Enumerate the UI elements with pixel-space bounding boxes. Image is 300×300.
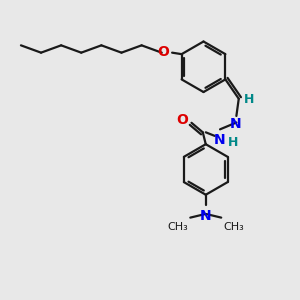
Text: N: N — [200, 209, 212, 223]
Text: O: O — [157, 45, 169, 59]
Text: O: O — [176, 113, 188, 128]
Text: CH₃: CH₃ — [224, 222, 244, 233]
Text: N: N — [214, 133, 225, 147]
Text: H: H — [244, 93, 254, 106]
Text: N: N — [230, 117, 241, 130]
Text: CH₃: CH₃ — [167, 222, 188, 233]
Text: H: H — [228, 136, 239, 149]
